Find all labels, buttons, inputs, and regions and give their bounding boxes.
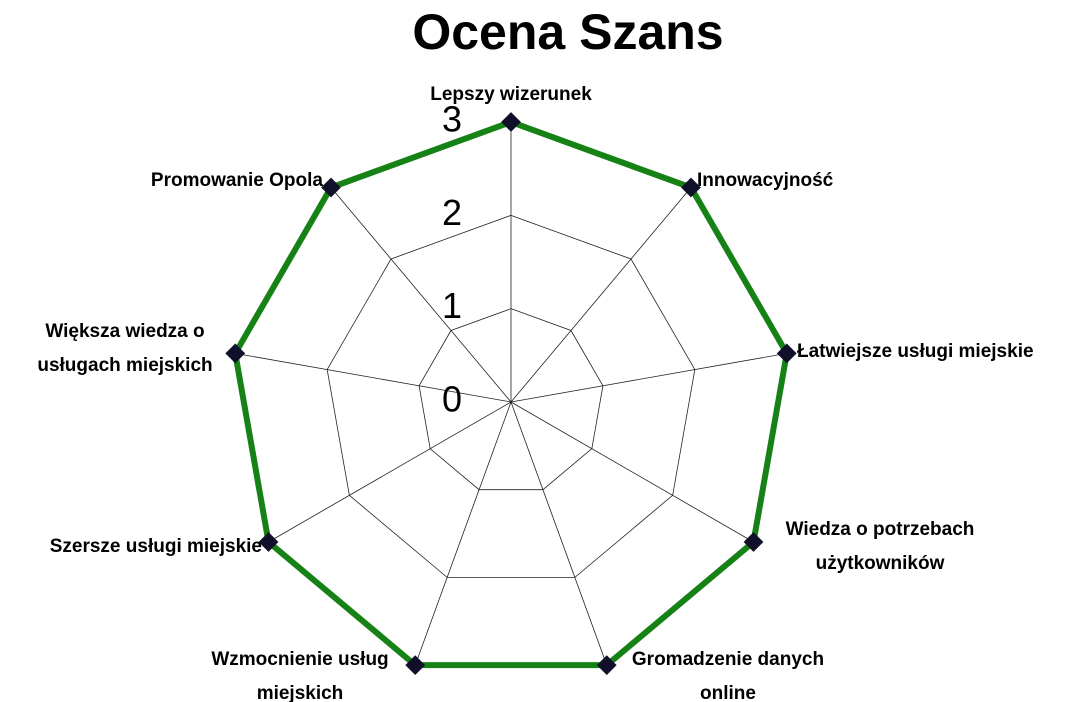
spoke — [235, 352, 512, 403]
tick-label: 3 — [442, 99, 462, 140]
spoke — [510, 187, 692, 403]
marker — [501, 112, 521, 132]
category-label: Innowacyjność — [697, 170, 834, 191]
category-label-line: Innowacyjność — [697, 170, 834, 191]
category-label: Lepszy wizerunek — [430, 84, 592, 105]
category-label-line: Gromadzenie danych — [632, 649, 824, 670]
tick-label: 0 — [442, 379, 462, 420]
category-label-line: użytkowników — [816, 553, 945, 574]
spoke — [268, 401, 512, 543]
category-label-line: miejskich — [257, 683, 344, 702]
category-label-line: Lepszy wizerunek — [430, 84, 592, 105]
category-label-line: Wzmocnienie usług — [211, 649, 388, 670]
category-label: Szersze usługi miejskie — [50, 536, 262, 557]
category-label-line: Wiedza o potrzebach — [786, 519, 975, 540]
marker — [743, 532, 764, 552]
marker — [225, 343, 246, 364]
grid-ring — [418, 308, 604, 491]
category-label-line: Większa wiedza o — [45, 321, 204, 342]
marker — [321, 177, 341, 198]
category-label: Łatwiejsze usługi miejskie — [797, 341, 1034, 362]
chart-title: Ocena Szans — [412, 4, 723, 60]
spoke — [510, 401, 754, 543]
spoke — [330, 187, 512, 403]
category-label: Promowanie Opola — [151, 170, 324, 191]
category-label: Wzmocnienie usług miejskich — [211, 649, 388, 702]
marker — [405, 655, 426, 676]
marker — [258, 532, 279, 552]
category-label-line: Łatwiejsze usługi miejskie — [797, 341, 1034, 362]
category-label: Wiedza o potrzebach użytkowników — [786, 519, 975, 574]
category-label-line: Promowanie Opola — [151, 170, 324, 191]
series-line — [232, 118, 790, 669]
marker — [776, 343, 797, 364]
category-label-line: online — [700, 683, 756, 702]
tick-label: 2 — [442, 192, 462, 233]
grid-ring — [326, 214, 696, 578]
category-label: Gromadzenie danych online — [632, 649, 824, 702]
marker — [596, 655, 617, 676]
spoke — [414, 401, 512, 666]
category-label-line: usługach miejskich — [37, 355, 212, 376]
spoke — [510, 352, 787, 403]
category-label: Większa wiedza o usługach miejskich — [37, 321, 212, 376]
tick-label: 1 — [442, 285, 462, 326]
spoke — [510, 401, 608, 666]
category-label-line: Szersze usługi miejskie — [50, 536, 262, 557]
